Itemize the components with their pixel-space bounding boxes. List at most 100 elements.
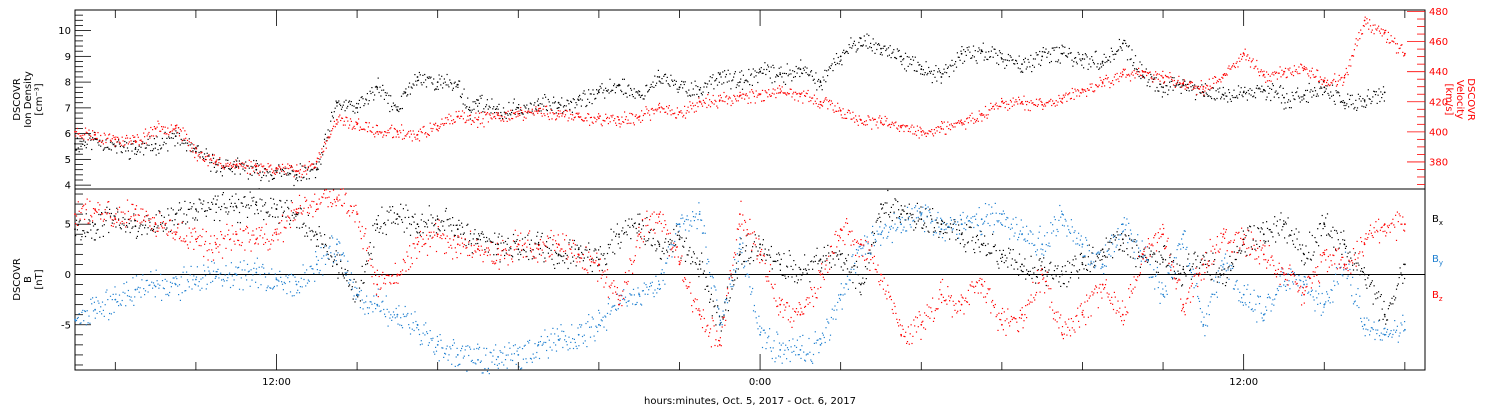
b-series-bx-point bbox=[575, 265, 577, 267]
velocity-series-point bbox=[243, 162, 245, 164]
density-series-point bbox=[389, 110, 391, 113]
velocity-series-point bbox=[1294, 70, 1296, 72]
velocity-series-point bbox=[826, 99, 828, 101]
density-series-point bbox=[926, 74, 928, 76]
b-series-bx-point bbox=[94, 239, 96, 241]
b-series-bx-point bbox=[1005, 260, 1007, 262]
density-series-point bbox=[875, 42, 877, 44]
velocity-series-data-point bbox=[356, 123, 358, 126]
velocity-series-point bbox=[1217, 81, 1219, 83]
density-series-point bbox=[647, 90, 650, 92]
velocity-series-point bbox=[810, 100, 812, 102]
velocity-series-point bbox=[820, 104, 822, 106]
b-series-bx-point bbox=[645, 240, 647, 242]
b-series-bx-point bbox=[806, 272, 808, 274]
velocity-series-point bbox=[1326, 81, 1328, 84]
density-series-point bbox=[747, 81, 749, 83]
velocity-series-point bbox=[532, 112, 534, 114]
density-series-point bbox=[267, 172, 269, 174]
b-series-bx-point bbox=[168, 214, 170, 216]
velocity-series-point bbox=[409, 130, 412, 132]
b-series-bx-point bbox=[1011, 258, 1013, 260]
velocity-series-data-point bbox=[1121, 73, 1124, 76]
b-series-bx-point bbox=[1034, 266, 1036, 269]
b-series-bx-point bbox=[593, 250, 595, 252]
density-series-point bbox=[634, 97, 636, 99]
b-series-bx-point bbox=[707, 285, 709, 287]
velocity-series-point bbox=[815, 102, 817, 105]
velocity-series-point bbox=[1388, 42, 1390, 44]
b-series-bx-point bbox=[1051, 274, 1053, 276]
density-series-point bbox=[323, 138, 326, 140]
b-series-by-point bbox=[264, 272, 266, 275]
b-series-bx-point bbox=[98, 213, 100, 216]
velocity-series-data-point bbox=[436, 124, 439, 127]
velocity-series-point bbox=[1320, 78, 1322, 81]
b-series-by-point bbox=[97, 300, 99, 302]
velocity-series-point bbox=[818, 103, 820, 105]
velocity-series-point bbox=[478, 116, 480, 118]
b-series-bx-point bbox=[507, 237, 509, 239]
b-series-bx-point bbox=[835, 252, 837, 254]
b-series-by-point bbox=[296, 292, 298, 294]
density-series-point bbox=[182, 139, 184, 141]
b-series-bx-point bbox=[1361, 270, 1364, 273]
b-series-bx-point bbox=[1232, 263, 1234, 265]
b-series-bx-point bbox=[88, 219, 90, 221]
density-series-point bbox=[347, 105, 349, 107]
density-series-point bbox=[249, 173, 251, 176]
velocity-series-point bbox=[1378, 25, 1380, 27]
velocity-series-point bbox=[131, 143, 133, 145]
b-series-by-point bbox=[255, 281, 257, 283]
density-series-point bbox=[1349, 94, 1351, 97]
b-series-bx-point bbox=[852, 282, 854, 284]
velocity-series-point bbox=[1172, 84, 1175, 86]
velocity-series-point bbox=[922, 130, 924, 132]
velocity-series-point bbox=[395, 136, 397, 138]
b-series-bx-point bbox=[845, 257, 847, 260]
b-series-bx-point bbox=[1035, 282, 1037, 284]
b-series-bx-point bbox=[868, 262, 870, 264]
density-series-point bbox=[835, 64, 837, 66]
b-series-by-point bbox=[255, 268, 258, 270]
b-series-bx-point bbox=[879, 216, 881, 218]
velocity-series-point bbox=[530, 112, 532, 114]
b-series-bx-point bbox=[216, 199, 218, 201]
velocity-series-data-point bbox=[235, 164, 238, 166]
density-series-data-point bbox=[74, 143, 76, 145]
b-series-bx-point bbox=[751, 251, 753, 253]
b-series-bx-point bbox=[795, 275, 798, 277]
velocity-series-point bbox=[95, 137, 97, 140]
density-series-point bbox=[134, 153, 136, 155]
velocity-series-point bbox=[1176, 82, 1178, 84]
density-series-point bbox=[1154, 90, 1156, 92]
density-series-point bbox=[720, 76, 722, 78]
velocity-series-point bbox=[1227, 67, 1229, 69]
velocity-series-point bbox=[116, 141, 118, 143]
density-series-point bbox=[1171, 77, 1173, 79]
velocity-series-point bbox=[1154, 78, 1156, 80]
velocity-series-point bbox=[984, 116, 986, 118]
density-series-point bbox=[880, 52, 882, 54]
density-series-point bbox=[719, 72, 721, 74]
velocity-series-point bbox=[1191, 81, 1193, 84]
density-series-point bbox=[1081, 64, 1083, 66]
b-series-bx-point bbox=[701, 261, 704, 263]
b-series-bx-point bbox=[315, 245, 318, 247]
density-series-point bbox=[762, 72, 764, 74]
velocity-series-point bbox=[253, 170, 255, 172]
velocity-series-point bbox=[1313, 76, 1315, 78]
density-series-point bbox=[907, 65, 909, 67]
b-series-bx-point bbox=[977, 239, 979, 241]
velocity-series-point bbox=[1394, 37, 1396, 39]
b-series-bx-point bbox=[381, 206, 383, 208]
density-series-point bbox=[259, 172, 261, 174]
velocity-series-point bbox=[340, 119, 342, 122]
velocity-series-point bbox=[806, 93, 808, 95]
velocity-series-point bbox=[576, 112, 578, 114]
b-series-bx-point bbox=[95, 232, 97, 234]
velocity-series-point bbox=[676, 107, 678, 109]
b-series-bx-point bbox=[339, 254, 341, 256]
density-series-point bbox=[626, 96, 628, 98]
b-series-bx-point bbox=[696, 257, 698, 259]
